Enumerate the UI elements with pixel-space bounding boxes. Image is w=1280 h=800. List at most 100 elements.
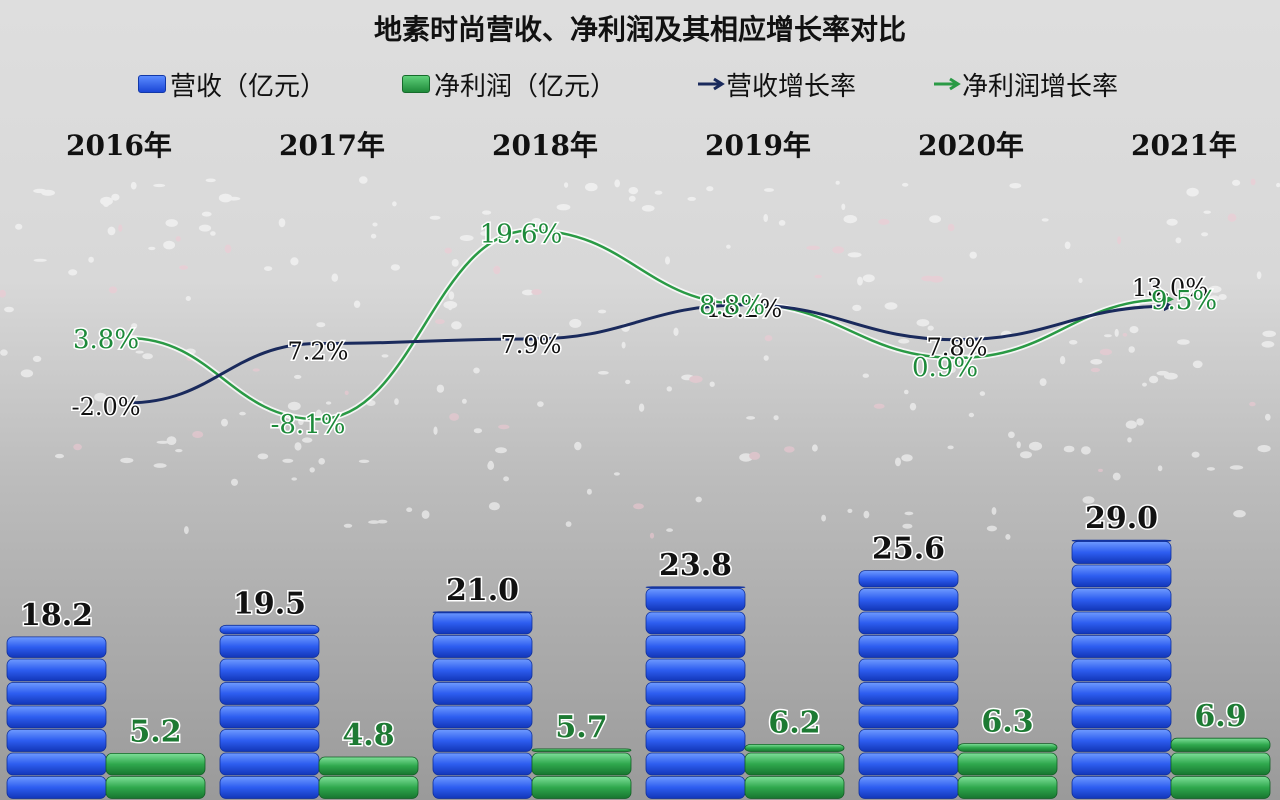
bokeh-dot [493, 265, 501, 275]
revenue-bar-segment [219, 682, 320, 705]
bokeh-dot [862, 274, 875, 283]
bokeh-dot [1265, 413, 1271, 421]
revenue-bar-segment [6, 705, 107, 729]
bokeh-dot [531, 289, 542, 295]
profit-bar-segment [1170, 737, 1271, 752]
profit-bar-segment [318, 756, 419, 776]
bokeh-dot [633, 503, 644, 510]
bokeh-dot [406, 507, 413, 512]
bokeh-dot [148, 246, 156, 251]
revenue-bar-segment [645, 611, 746, 635]
bokeh-dot [184, 526, 189, 535]
bokeh-dot [126, 341, 138, 345]
bokeh-dot [873, 403, 885, 409]
bokeh-dot [1128, 346, 1135, 353]
bokeh-dot [778, 220, 786, 226]
bokeh-dot [94, 392, 107, 402]
bokeh-dot [41, 189, 55, 196]
bokeh-dot [178, 265, 189, 270]
profit-value-label: 5.7 [555, 710, 607, 745]
bokeh-dot [325, 401, 332, 405]
revenue-bar-segment [858, 588, 959, 611]
profit-bar-segment [744, 776, 845, 799]
revenue-bar [6, 636, 107, 799]
revenue-bar-segment [6, 658, 107, 682]
bokeh-dot [257, 453, 269, 460]
bokeh-dot [130, 181, 137, 190]
bokeh-dot [1192, 360, 1203, 369]
revenue-bar-segment [645, 776, 746, 799]
bokeh-dot [1064, 241, 1071, 250]
profit-bar-segment [531, 776, 632, 799]
bokeh-dot [108, 286, 118, 294]
bokeh-dot [443, 301, 458, 309]
revenue-bar [1071, 539, 1172, 799]
revenue-bar-segment [219, 635, 320, 658]
bokeh-dot [1090, 367, 1100, 373]
bokeh-dot [1104, 334, 1112, 338]
bokeh-dot [904, 511, 914, 516]
bokeh-dot [120, 457, 134, 464]
revenue-bar [219, 624, 320, 799]
bokeh-dot [1129, 326, 1139, 334]
bokeh-dot [986, 525, 998, 532]
bokeh-dot [531, 218, 542, 225]
bokeh-dot [806, 245, 820, 250]
bokeh-dot [1008, 431, 1015, 439]
bokeh-dot [1208, 295, 1220, 302]
bokeh-dot [665, 256, 670, 265]
bokeh-dot [884, 302, 898, 310]
profit-value-label: 4.8 [342, 718, 394, 753]
bokeh-dot [503, 476, 509, 482]
bokeh-dot [641, 205, 655, 212]
bokeh-dot [444, 247, 452, 254]
bokeh-dot [821, 514, 826, 522]
bokeh-dot [309, 467, 315, 473]
bokeh-dot [1081, 446, 1091, 455]
revenue-bar-segment [219, 624, 320, 635]
revenue-bar-segment [219, 658, 320, 682]
bokeh-dot [370, 233, 377, 239]
revenue-bar-segment [1071, 729, 1172, 752]
bokeh-dot [1203, 210, 1211, 214]
bokeh-dot [1099, 348, 1112, 356]
bokeh-dot [666, 386, 672, 392]
bokeh-dot [449, 413, 459, 421]
revenue-bar-segment [432, 682, 533, 705]
legend-label-profit-growth: 净利润增长率 [962, 71, 1119, 102]
bokeh-dot [359, 176, 368, 184]
bokeh-dot [448, 291, 455, 300]
revenue-bar-segment [858, 776, 959, 799]
bokeh-dot [979, 391, 986, 396]
bokeh-dot [451, 321, 462, 330]
bokeh-dot [32, 355, 42, 362]
bokeh-dot [621, 341, 626, 349]
bokeh-dot [654, 190, 663, 195]
bokeh-dot [947, 445, 954, 450]
revenue-bar-segment [432, 752, 533, 776]
bokeh-dot [480, 231, 488, 236]
bokeh-dot [278, 218, 286, 228]
bokeh-dot [239, 411, 246, 416]
bokeh-dot [763, 214, 768, 222]
profit-bar-segment [957, 776, 1058, 799]
bokeh-dot [227, 196, 241, 201]
bokeh-dot [969, 251, 977, 259]
bokeh-dot [175, 449, 183, 453]
revenue-bar-segment [1071, 776, 1172, 799]
bokeh-dot [946, 366, 956, 374]
year-label: 2020年 [918, 129, 1024, 162]
bokeh-dot [709, 381, 715, 387]
bokeh-dot [673, 327, 679, 336]
bokeh-dot [218, 193, 233, 203]
bokeh-dot [556, 204, 571, 211]
revenue-bar-segment [6, 636, 107, 658]
bokeh-dot [294, 442, 302, 451]
profit-bar-segment [957, 752, 1058, 776]
bokeh-dot [4, 306, 14, 313]
bokeh-dot [1156, 370, 1170, 376]
bokeh-dot [0, 289, 6, 298]
bokeh-dot [695, 496, 702, 503]
bokeh-dot [88, 256, 94, 263]
bokeh-dot [991, 507, 997, 515]
